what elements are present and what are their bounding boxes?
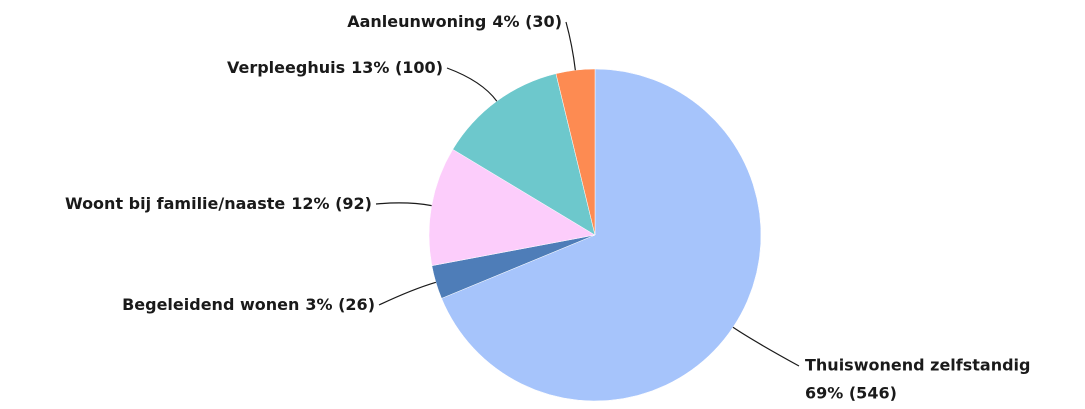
slice-value-label: 12% (92) [291,194,372,213]
leader-line [565,21,576,71]
pie-slice [555,68,596,236]
slice-value-label: 4% (30) [492,12,562,31]
slice-value-label: 3% (26) [305,295,375,314]
slice-label-group: Woont bij familie/naaste 12% (92) [65,194,372,213]
slice-value-label: 69% (546) [805,384,897,403]
slice-label: Aanleunwoning [347,12,486,31]
slice-label-group: Verpleeghuis 13% (100) [227,58,443,77]
slice-value-label: 13% (100) [351,58,443,77]
slice-label-group: Begeleidend wonen 3% (26) [122,295,375,314]
leader-line [446,67,498,102]
leader-line [732,326,800,367]
slice-label: Woont bij familie/naaste [65,194,285,213]
leader-line [375,202,432,207]
slice-label-group: Aanleunwoning 4% (30) [347,12,562,31]
slice-label: Begeleidend wonen [122,295,299,314]
slice-label: Verpleeghuis [227,58,345,77]
leader-line [378,281,437,306]
slice-label: Thuiswonend zelfstandig [805,356,1031,375]
pie-slice [441,68,762,402]
pie-slice [428,149,596,266]
pie-slice [452,73,596,236]
